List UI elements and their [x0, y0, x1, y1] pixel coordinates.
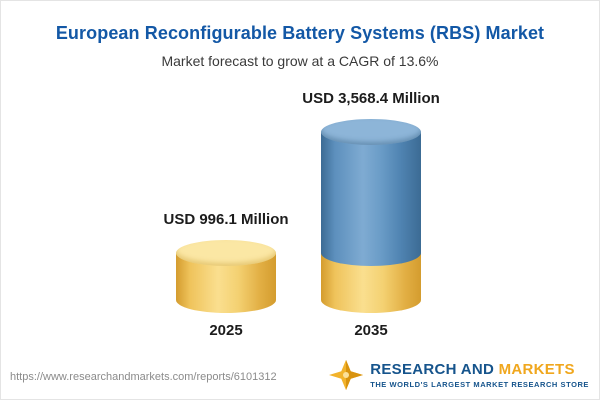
- bar-2025: USD 996.1 Million 2025: [163, 211, 288, 339]
- researchandmarkets-logo-icon: [329, 359, 364, 391]
- logo-tagline: THE WORLD'S LARGEST MARKET RESEARCH STOR…: [370, 380, 589, 389]
- chart-subtitle: Market forecast to grow at a CAGR of 13.…: [161, 53, 439, 69]
- researchandmarkets-logo: RESEARCH AND MARKETS THE WORLD'S LARGEST…: [329, 359, 589, 391]
- bar-2035-value-label: USD 3,568.4 Million: [302, 90, 440, 107]
- logo-name-part1: RESEARCH AND: [370, 361, 495, 378]
- bar-2035-category-label: 2035: [354, 322, 388, 339]
- bar-2035: USD 3,568.4 Million 2035: [302, 90, 440, 339]
- bar-2035-cylinder-top: [321, 119, 421, 145]
- report-url-link[interactable]: https://www.researchandmarkets.com/repor…: [10, 371, 277, 383]
- bar-2025-value-label: USD 996.1 Million: [163, 211, 289, 228]
- logo-text: RESEARCH AND MARKETS THE WORLD'S LARGEST…: [370, 361, 589, 389]
- bar-2035-blue-segment: [321, 132, 421, 266]
- bar-2025-category-label: 2025: [209, 322, 243, 339]
- chart-title: European Reconfigurable Battery Systems …: [55, 23, 545, 43]
- bar-2025-cylinder-top: [176, 240, 276, 266]
- logo-name-part2: MARKETS: [498, 361, 575, 378]
- bar-2035-cylinder: [321, 119, 421, 313]
- bar-2025-cylinder: [176, 240, 276, 313]
- logo-name: RESEARCH AND MARKETS: [370, 361, 575, 379]
